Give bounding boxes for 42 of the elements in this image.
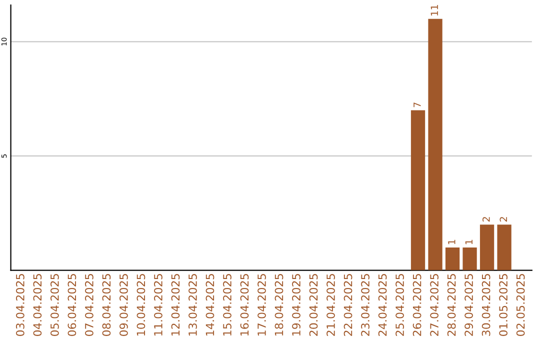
x-tick-label: 11.04.2025 bbox=[154, 274, 162, 336]
bar bbox=[410, 110, 426, 270]
data-label: 2 bbox=[500, 217, 507, 222]
x-tick-label: 13.04.2025 bbox=[188, 274, 197, 336]
x-tick-label: 21.04.2025 bbox=[326, 274, 335, 336]
x-tick-label: 04.04.2025 bbox=[33, 274, 42, 336]
x-tick-label: 14.04.2025 bbox=[206, 274, 214, 336]
x-tick-label: 10.04.2025 bbox=[136, 274, 146, 336]
data-label: 11 bbox=[430, 5, 438, 16]
x-tick-label: 05.04.2025 bbox=[50, 274, 59, 336]
x-tick-label: 27.04.2025 bbox=[430, 274, 438, 336]
data-label: 7 bbox=[414, 102, 421, 108]
x-tick-label: 07.04.2025 bbox=[84, 274, 94, 336]
x-tick-label: 24.04.2025 bbox=[378, 274, 387, 336]
x-tick-label: 02.05.2025 bbox=[516, 274, 525, 336]
x-tick-label: 23.04.2025 bbox=[361, 274, 370, 336]
x-tick-label: 22.04.2025 bbox=[344, 274, 352, 336]
bar bbox=[462, 247, 477, 270]
data-label: 1 bbox=[448, 240, 456, 244]
bar bbox=[428, 18, 442, 270]
x-tick-label: 26.04.2025 bbox=[412, 274, 422, 336]
x-tick-label: 25.04.2025 bbox=[396, 274, 404, 336]
x-tick-label: 06.04.2025 bbox=[68, 274, 76, 336]
bar bbox=[497, 224, 512, 270]
x-tick-label: 17.04.2025 bbox=[258, 274, 266, 336]
x-tick-label: 18.04.2025 bbox=[274, 274, 284, 336]
x-tick-label: 03.04.2025 bbox=[16, 274, 24, 336]
x-tick-label: 29.04.2025 bbox=[464, 274, 474, 336]
x-tick-label: 09.04.2025 bbox=[120, 274, 128, 336]
x-tick-label: 28.04.2025 bbox=[447, 274, 456, 336]
data-label: 1 bbox=[465, 240, 472, 244]
x-tick-label: 16.04.2025 bbox=[240, 274, 249, 336]
x-tick-label: 08.04.2025 bbox=[102, 274, 111, 336]
x-tick-label: 01.05.2025 bbox=[499, 274, 508, 336]
bar bbox=[445, 247, 460, 270]
x-tick-label: 30.04.2025 bbox=[482, 274, 490, 336]
x-tick-label: 12.04.2025 bbox=[171, 274, 180, 336]
x-tick-label: 15.04.2025 bbox=[223, 274, 232, 336]
bar bbox=[480, 224, 494, 270]
x-tick-label: 19.04.2025 bbox=[292, 274, 300, 336]
x-tick-label: 20.04.2025 bbox=[309, 274, 318, 336]
data-label: 2 bbox=[482, 217, 490, 222]
